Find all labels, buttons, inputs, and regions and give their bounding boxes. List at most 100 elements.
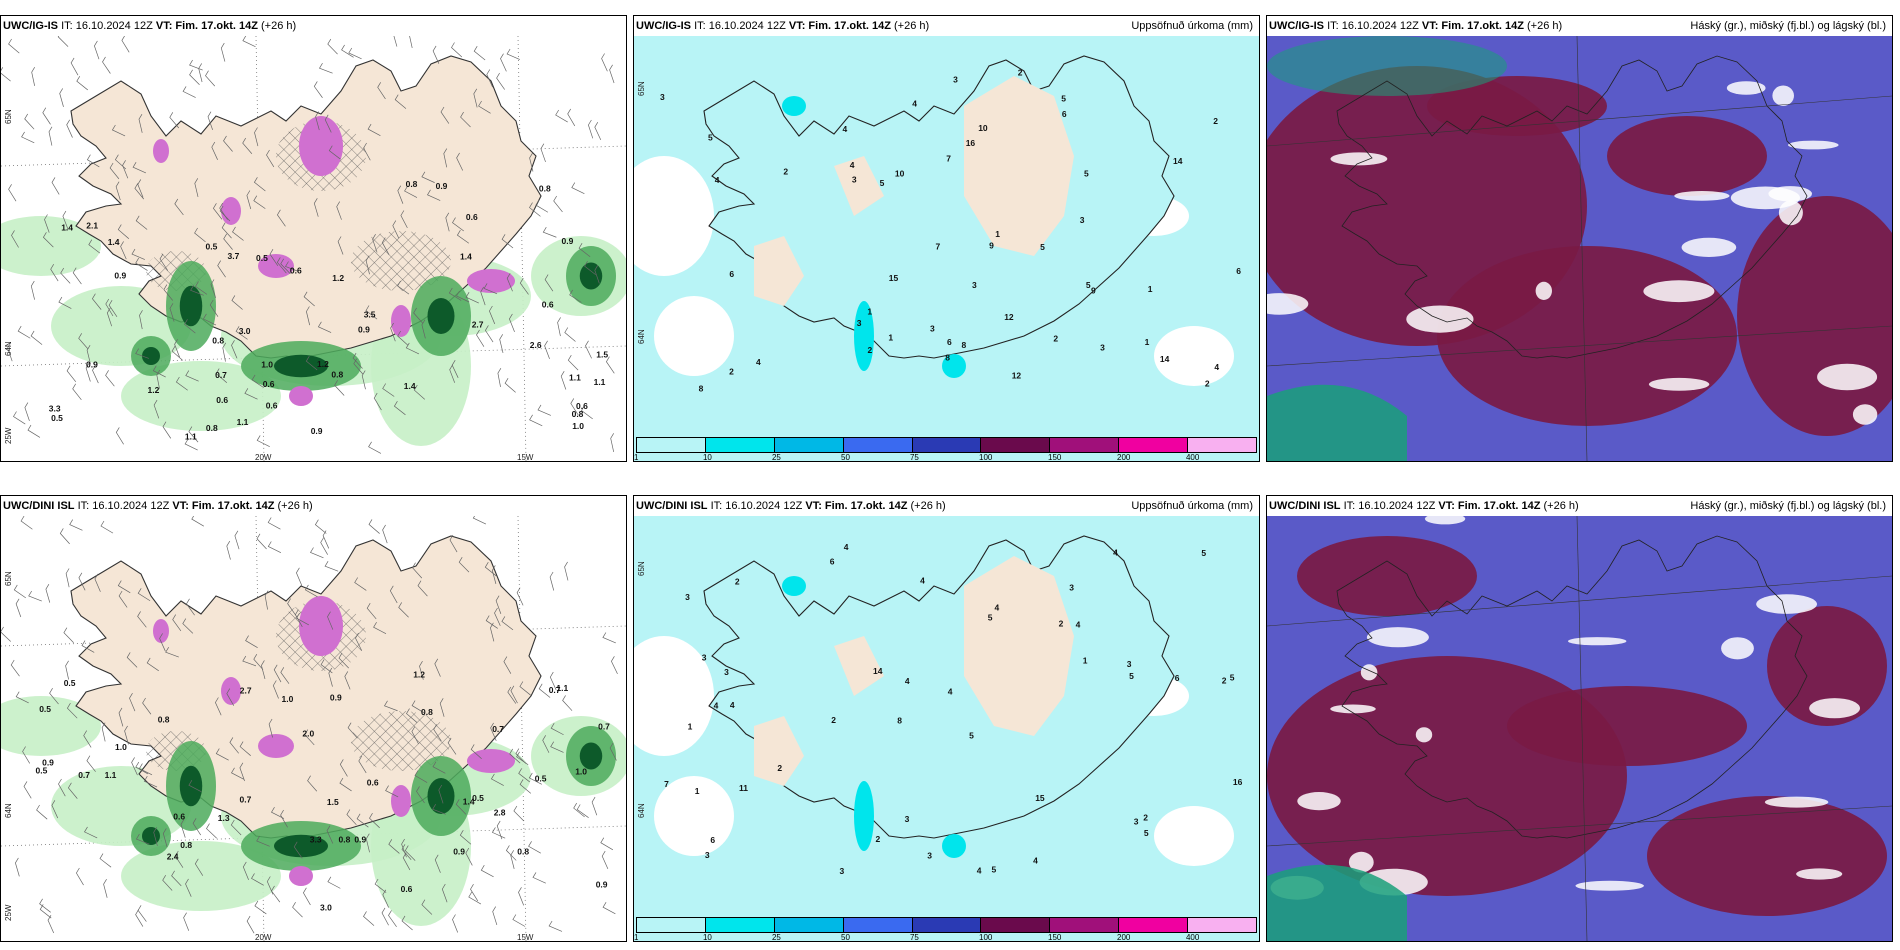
colorbar-swatch — [774, 918, 844, 932]
accum-value-label: 3 — [953, 74, 958, 84]
accum-value-label: 4 — [715, 175, 720, 185]
wind-barb — [78, 333, 89, 350]
precip-value-label: 1.1 — [569, 372, 581, 382]
wind-barb — [397, 185, 404, 204]
wind-barb — [324, 561, 339, 572]
wind-barb — [515, 748, 527, 764]
wind-barb — [190, 285, 204, 296]
accum-value-label: 1 — [995, 229, 1000, 239]
wind-barb — [492, 906, 498, 926]
wind-barb — [13, 411, 26, 425]
accum-value-label: 8 — [945, 353, 950, 363]
wind-barb — [401, 844, 412, 861]
wind-barb — [72, 267, 82, 285]
wind-barb — [473, 88, 478, 108]
wind-barb — [135, 348, 149, 359]
wind-barb — [413, 384, 426, 400]
wind-barb — [42, 232, 54, 248]
wind-barb — [313, 81, 323, 98]
wind-barb — [223, 233, 233, 250]
panel-ig-wind: UWC/IG-IS IT: 16.10.2024 12Z VT: Fim. 17… — [0, 15, 627, 462]
wind-barb — [458, 557, 470, 573]
wind-barb — [397, 330, 409, 346]
dry-area — [754, 236, 804, 306]
wind-barb — [389, 585, 398, 604]
wind-barb — [99, 853, 112, 868]
panel-title: Háský (gr.), miðský (fj.bl.) og lágský (… — [1690, 20, 1886, 32]
panel-header: UWC/IG-IS IT: 16.10.2024 12Z VT: Fim. 17… — [636, 20, 930, 32]
wind-barb — [367, 123, 381, 137]
wind-barb — [206, 823, 217, 839]
clear-sky-patch — [1643, 280, 1715, 303]
no-precip-area — [634, 156, 714, 276]
clear-sky-patch — [1535, 281, 1552, 300]
wind-barb — [78, 572, 86, 591]
wind-barb — [152, 365, 166, 378]
dry-interior — [964, 76, 1074, 256]
wind-barb — [485, 615, 498, 629]
wind-barb — [269, 249, 279, 266]
wind-barb — [570, 398, 579, 416]
wind-barb — [401, 915, 413, 931]
colorbar-tick-label: 100 — [979, 933, 993, 942]
accum-value-label: 16 — [1233, 777, 1243, 787]
wind-barb — [153, 399, 160, 419]
accum-value-label: 1 — [1148, 284, 1153, 294]
wind-barb — [122, 160, 129, 179]
wind-barb — [504, 378, 516, 393]
wind-barb — [215, 697, 222, 716]
wind-barb — [198, 63, 203, 83]
accum-value-label: 5 — [880, 178, 885, 188]
wind-barb — [339, 777, 352, 792]
snow-shower-area — [221, 677, 241, 705]
wind-barb — [328, 145, 341, 160]
wind-barb — [388, 910, 397, 928]
precip-value-label: 1.1 — [556, 683, 568, 693]
wind-barb — [137, 179, 144, 198]
wind-barb — [268, 718, 273, 738]
wind-barb — [17, 325, 31, 339]
wind-barb — [366, 603, 377, 620]
precip-value-label: 0.5 — [51, 413, 63, 423]
wind-barb — [135, 909, 144, 927]
wind-barb — [605, 356, 615, 374]
wind-barb — [174, 339, 180, 358]
clear-sky-patch — [1348, 851, 1374, 873]
wind-barb — [137, 905, 147, 922]
lon-label-25w: 25W — [4, 904, 13, 921]
wind-barb — [459, 830, 472, 845]
wind-barb — [182, 86, 196, 98]
wind-barb — [45, 584, 51, 603]
wind-barb — [494, 607, 501, 626]
snow-shower-area — [153, 619, 169, 643]
graticule-line — [1267, 95, 1892, 147]
accum-value-label: 9 — [1091, 286, 1096, 296]
precip-value-label: 0.8 — [517, 847, 529, 857]
wind-barb — [28, 590, 42, 602]
clear-sky-patch — [1809, 698, 1860, 719]
wind-precip-map: 0.60.70.61.50.60.80.90.80.90.5 0.81.00.91… — [1, 36, 626, 461]
precip-value-label: 0.9 — [86, 359, 98, 369]
wind-barb — [499, 334, 504, 353]
colorbar-swatch — [1188, 918, 1257, 932]
colorbar-swatch — [1050, 918, 1120, 932]
precip-value-label: 1.0 — [575, 767, 587, 777]
precip-value-label: 2.0 — [302, 728, 314, 738]
wind-barb — [365, 305, 378, 320]
accum-value-label: 3 — [1069, 583, 1074, 593]
wind-barb — [409, 36, 413, 49]
accum-value-label: 3 — [1080, 215, 1085, 225]
wind-barb — [344, 671, 351, 690]
wind-barb — [320, 659, 333, 674]
colorbar-swatch — [705, 438, 775, 452]
wind-barb — [44, 214, 50, 233]
wind-barb — [573, 802, 585, 818]
colorbar-swatch — [1050, 438, 1120, 452]
clear-sky-patch — [1726, 81, 1766, 95]
wind-barb — [253, 195, 266, 209]
wind-barb — [163, 284, 173, 301]
accum-value-label: 6 — [729, 269, 734, 279]
precip-value-label: 0.6 — [367, 778, 379, 788]
wind-barb — [162, 421, 172, 439]
wind-barb — [397, 280, 410, 295]
